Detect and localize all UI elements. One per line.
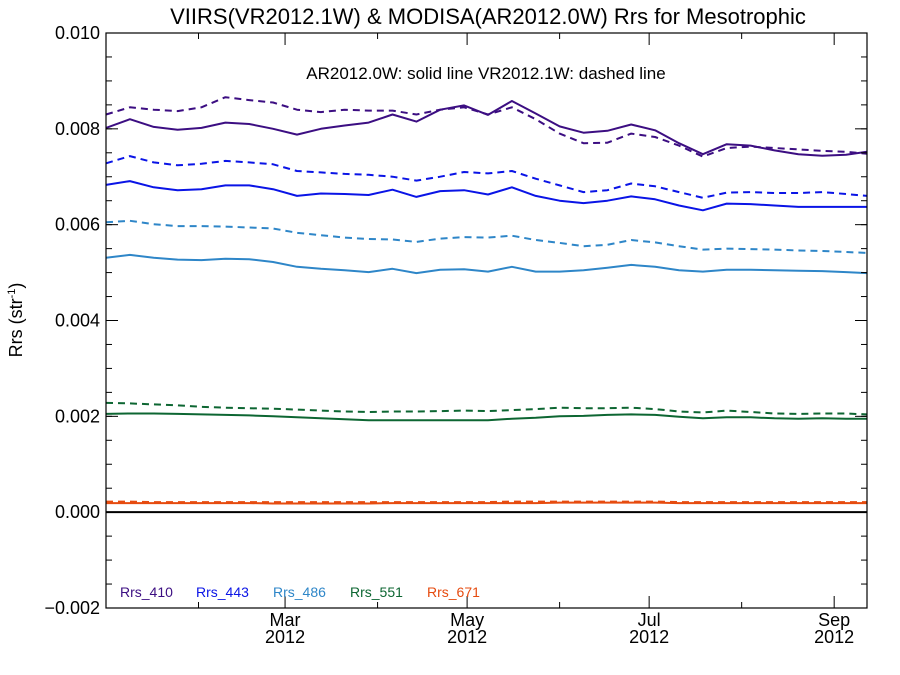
x-tick-label-year: 2012 bbox=[447, 627, 487, 647]
series-line-rrs-410-dashed bbox=[105, 96, 868, 158]
legend-item-rrs-551: Rrs_551 bbox=[350, 584, 403, 600]
series-line-rrs-671-dashed bbox=[106, 500, 867, 504]
x-tick-label-month: Mar bbox=[270, 610, 301, 630]
y-tick-label: 0.004 bbox=[55, 311, 100, 331]
legend-item-rrs-486: Rrs_486 bbox=[273, 584, 326, 600]
y-axis-label-sup: -1 bbox=[6, 289, 18, 299]
y-tick-label: 0.000 bbox=[55, 502, 100, 522]
series-line-rrs-486-solid bbox=[105, 253, 868, 275]
x-tick-label-year: 2012 bbox=[265, 627, 305, 647]
series-line-rrs-551-dashed bbox=[105, 401, 868, 416]
legend-item-rrs-443: Rrs_443 bbox=[196, 584, 249, 600]
series-line-rrs-551-solid bbox=[105, 412, 867, 422]
y-axis-label-main: Rrs (str bbox=[6, 298, 26, 357]
x-tick-label-month: May bbox=[450, 610, 484, 630]
plot-frame bbox=[105, 32, 868, 609]
chart-subtitle: AR2012.0W: solid line VR2012.1W: dashed … bbox=[306, 64, 665, 83]
y-tick-label: 0.006 bbox=[55, 215, 100, 235]
x-tick-label-month: Sep bbox=[818, 610, 850, 630]
y-axis-label-close: ) bbox=[6, 283, 26, 289]
legend: Rrs_410 Rrs_443 Rrs_486 Rrs_551 Rrs_671 bbox=[120, 584, 480, 600]
series-line-rrs-410-solid bbox=[105, 100, 868, 157]
legend-item-rrs-410: Rrs_410 bbox=[120, 584, 173, 600]
x-tick-label-month: Jul bbox=[638, 610, 661, 630]
x-tick-label-year: 2012 bbox=[629, 627, 669, 647]
y-axis: −0.002 0.000 0.002 0.004 0.006 0.008 0.010 bbox=[44, 23, 867, 618]
y-tick-label: 0.010 bbox=[55, 23, 100, 43]
y-tick-label: 0.008 bbox=[55, 119, 100, 139]
x-tick-label-year: 2012 bbox=[814, 627, 854, 647]
y-axis-label: Rrs (str-1) bbox=[6, 283, 26, 358]
chart-title: VIIRS(VR2012.1W) & MODISA(AR2012.0W) Rrs… bbox=[170, 4, 806, 29]
series-line-rrs-443-solid bbox=[105, 180, 867, 212]
y-tick-label: 0.002 bbox=[55, 406, 100, 426]
y-tick-label: −0.002 bbox=[44, 598, 100, 618]
series-line-rrs-486-dashed bbox=[105, 219, 868, 254]
series-line-rrs-443-dashed bbox=[105, 155, 868, 199]
legend-item-rrs-671: Rrs_671 bbox=[427, 584, 480, 600]
series-layer bbox=[105, 96, 868, 505]
